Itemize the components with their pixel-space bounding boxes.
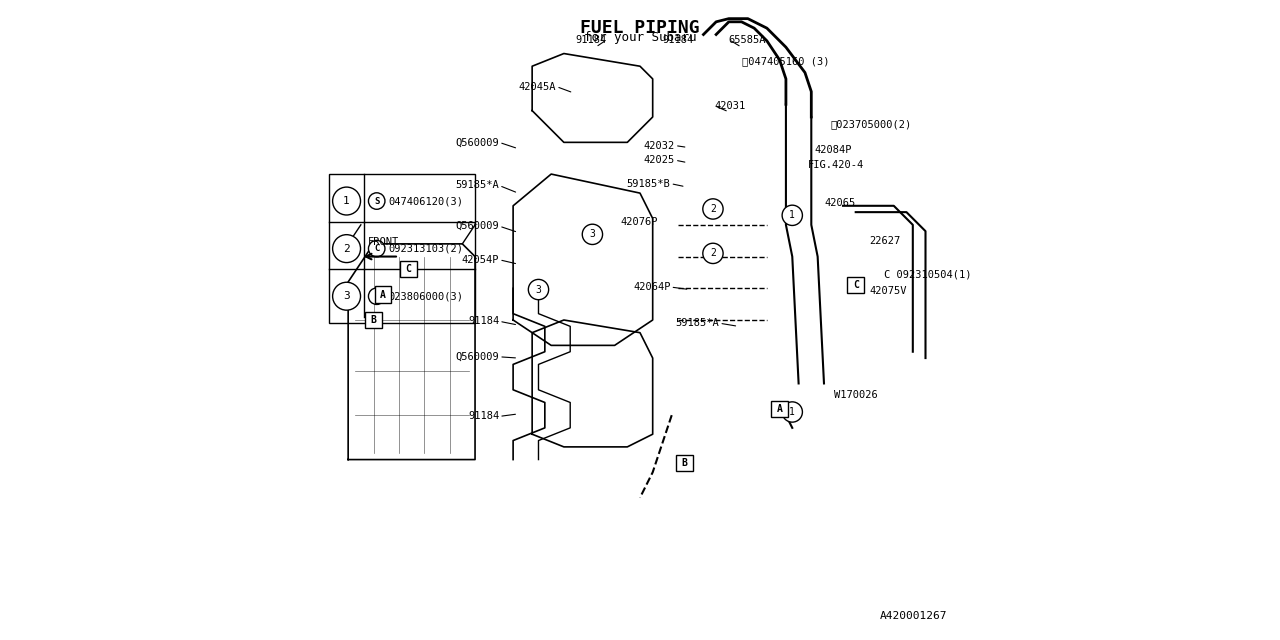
Circle shape [369, 241, 385, 257]
Text: 2: 2 [343, 244, 349, 253]
Text: Ⓢ047405160 (3): Ⓢ047405160 (3) [741, 56, 829, 66]
Circle shape [333, 187, 361, 215]
Circle shape [703, 199, 723, 219]
Text: 1: 1 [790, 407, 795, 417]
FancyBboxPatch shape [772, 401, 787, 417]
Text: 42054P: 42054P [462, 255, 499, 265]
Text: 59185*B: 59185*B [627, 179, 671, 189]
Text: 42032: 42032 [644, 141, 675, 150]
Text: 42076P: 42076P [621, 217, 658, 227]
Text: 1: 1 [790, 211, 795, 220]
Text: A: A [380, 290, 387, 300]
Text: 3: 3 [535, 285, 541, 294]
Text: FIG.420-4: FIG.420-4 [808, 159, 864, 170]
Circle shape [369, 193, 385, 209]
Text: C: C [406, 264, 411, 275]
Text: A420001267: A420001267 [881, 611, 947, 621]
Circle shape [369, 288, 385, 305]
Circle shape [782, 205, 803, 225]
Text: C 092310504(1): C 092310504(1) [884, 269, 972, 279]
Circle shape [582, 224, 603, 244]
Text: Q560009: Q560009 [456, 221, 499, 231]
Text: 3: 3 [343, 291, 349, 301]
Text: 42075V: 42075V [869, 287, 908, 296]
Text: 91184: 91184 [576, 35, 607, 45]
FancyBboxPatch shape [375, 286, 392, 303]
Text: 42031: 42031 [714, 100, 745, 111]
Text: FRONT: FRONT [367, 237, 398, 247]
Text: W170026: W170026 [833, 390, 877, 400]
Text: for your Subaru: for your Subaru [584, 31, 696, 44]
Circle shape [333, 282, 361, 310]
Text: 91184: 91184 [468, 412, 499, 421]
Text: 42064P: 42064P [632, 282, 671, 292]
FancyBboxPatch shape [401, 261, 417, 278]
Text: 023806000(3): 023806000(3) [388, 291, 463, 301]
Circle shape [333, 235, 361, 262]
Text: N: N [374, 292, 379, 301]
Circle shape [703, 243, 723, 264]
Text: 42084P: 42084P [814, 145, 852, 155]
Text: A: A [777, 404, 782, 414]
Text: 65585A: 65585A [728, 35, 767, 45]
Text: 42025: 42025 [644, 155, 675, 165]
FancyBboxPatch shape [329, 174, 475, 323]
Text: 22627: 22627 [869, 236, 901, 246]
Text: 91184: 91184 [662, 35, 694, 45]
Text: Ⓝ023705000(2): Ⓝ023705000(2) [831, 120, 911, 129]
Text: 42045A: 42045A [518, 81, 557, 92]
Text: 2: 2 [710, 204, 716, 214]
Text: FUEL PIPING: FUEL PIPING [580, 19, 700, 36]
Text: 42065: 42065 [824, 198, 855, 207]
Circle shape [782, 402, 803, 422]
Text: B: B [681, 458, 687, 468]
Text: 91184: 91184 [468, 316, 499, 326]
FancyBboxPatch shape [365, 312, 381, 328]
Text: 1: 1 [343, 196, 349, 206]
Text: 092313103(2): 092313103(2) [388, 244, 463, 253]
Text: C: C [374, 244, 379, 253]
Text: 59185*A: 59185*A [676, 318, 719, 328]
Text: Q560009: Q560009 [456, 138, 499, 147]
FancyBboxPatch shape [676, 454, 692, 471]
Text: 3: 3 [590, 229, 595, 239]
Text: C: C [852, 280, 859, 290]
FancyBboxPatch shape [847, 277, 864, 293]
Text: 59185*A: 59185*A [456, 180, 499, 191]
Text: 2: 2 [710, 248, 716, 259]
Text: Q560009: Q560009 [456, 352, 499, 362]
Text: B: B [371, 315, 376, 325]
Text: S: S [374, 196, 379, 205]
Circle shape [529, 280, 549, 300]
Text: 047406120(3): 047406120(3) [388, 196, 463, 206]
